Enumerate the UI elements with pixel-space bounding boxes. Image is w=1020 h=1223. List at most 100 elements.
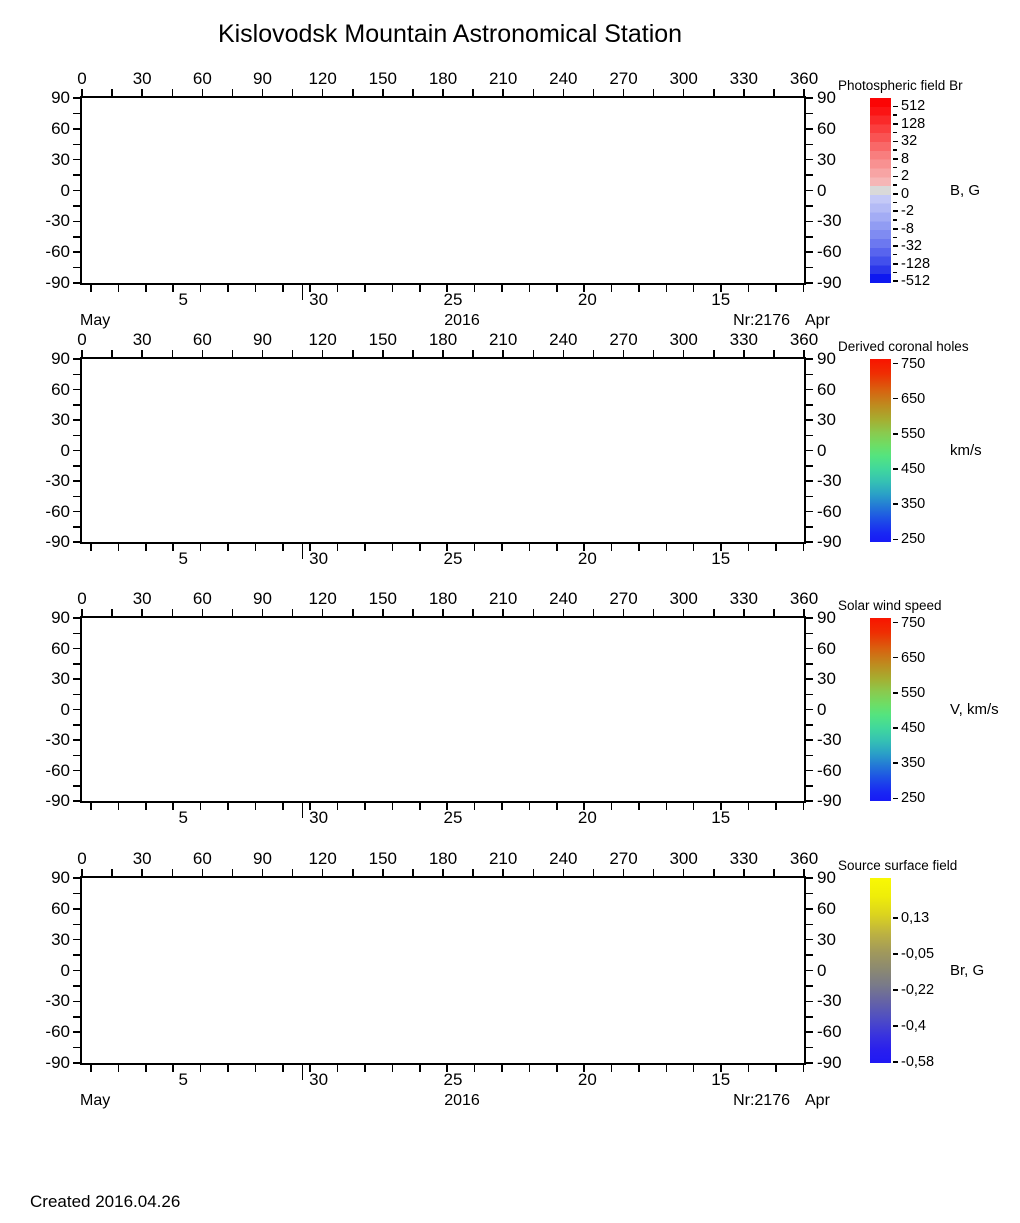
day-tick [638, 544, 640, 551]
lat-label-right: -60 [817, 242, 842, 262]
lon-tick [773, 869, 775, 876]
lon-tick-label: 300 [669, 69, 698, 88]
lon-tick [532, 869, 534, 876]
lon-tick [141, 89, 143, 96]
colorbar-tick [893, 503, 898, 505]
colorbar [870, 359, 891, 542]
lon-tick [261, 609, 264, 616]
colorbar-tick [893, 433, 898, 435]
colorbar-minor-tick [893, 184, 897, 186]
lon-tick-label: 180 [428, 589, 458, 608]
colorbar-tick [893, 280, 898, 282]
lon-tick-label: 0 [77, 69, 87, 88]
colorbar-tick-label: -128 [901, 255, 931, 272]
lon-tick [682, 869, 685, 876]
day-tick [336, 803, 339, 810]
day-tick [720, 544, 722, 551]
lon-tick [532, 89, 534, 96]
lat-tick-right [806, 97, 813, 99]
lat-tick-right [806, 678, 813, 680]
date-label: 15 [711, 808, 731, 827]
day-tick [556, 285, 558, 292]
lat-tick-right [806, 236, 813, 238]
lat-label-left: -30 [45, 211, 70, 231]
colorbar-tick [893, 692, 898, 694]
date-label: 30 [309, 290, 329, 309]
lat-tick-right [806, 800, 813, 802]
lat-label-right: -60 [817, 1022, 842, 1042]
lat-label-left: -60 [45, 501, 70, 521]
lat-label-right: 60 [817, 118, 836, 138]
lat-tick-right [806, 282, 813, 284]
date-label: 30 [309, 549, 329, 568]
day-tick [364, 285, 366, 292]
colorbar-tick-label: 650 [901, 390, 926, 407]
day-tick [501, 1065, 503, 1072]
lat-tick-left [73, 1031, 80, 1033]
lon-tick [81, 609, 83, 616]
colorbar-tick-label: 750 [901, 614, 926, 631]
day-tick [720, 285, 722, 292]
day-tick [254, 803, 257, 810]
colorbar-tick [893, 362, 898, 365]
lon-tick [562, 609, 565, 616]
day-tick [583, 1065, 585, 1072]
lat-tick-left [73, 480, 80, 482]
lat-tick-left [73, 419, 80, 421]
year-label: 2016 [444, 312, 480, 329]
day-tick [227, 1065, 229, 1072]
lon-tick [803, 89, 805, 96]
lat-label-left: 90 [51, 868, 70, 887]
colorbar-tick-label: 750 [901, 355, 926, 372]
lat-tick-left [73, 785, 80, 787]
map-frame [80, 96, 806, 285]
colorbar-tick [893, 797, 898, 799]
lat-tick-left [73, 251, 80, 253]
date-label: 25 [443, 549, 463, 568]
lon-tick-label: 30 [132, 69, 152, 88]
lon-tick [111, 89, 113, 96]
day-tick [473, 1065, 476, 1072]
lon-tick-label: 270 [609, 330, 638, 349]
day-tick [692, 544, 695, 551]
month-boundary-tick [301, 544, 304, 559]
colorbar-tick [893, 175, 898, 177]
date-label: 30 [309, 808, 329, 827]
day-tick [254, 1065, 257, 1072]
lon-tick-label: 60 [192, 849, 212, 868]
lon-tick [592, 869, 595, 876]
lon-tick [171, 869, 173, 876]
lat-tick-right [806, 923, 813, 925]
lat-tick-right [806, 663, 813, 665]
colorbar-tick [893, 762, 898, 764]
lat-tick-right [806, 908, 813, 910]
lat-tick-left [73, 266, 80, 269]
lon-tick-label: 180 [428, 849, 458, 868]
lon-tick-label: 150 [368, 849, 398, 868]
colorbar-tick [893, 193, 898, 195]
lon-tick-label: 90 [253, 330, 272, 349]
lon-tick [171, 609, 173, 616]
day-tick [90, 1065, 92, 1072]
lon-tick [321, 350, 324, 357]
lat-tick-left [73, 236, 80, 238]
lon-tick-label: 360 [789, 589, 819, 608]
lon-tick [291, 89, 294, 96]
day-tick [775, 544, 777, 551]
lon-tick [412, 609, 414, 616]
lat-label-right: -90 [817, 1053, 842, 1072]
lat-tick-left [73, 526, 80, 528]
lon-tick [111, 869, 113, 876]
lat-tick-right [806, 1016, 813, 1018]
day-tick [720, 1065, 722, 1072]
colorbar-tick-label: 0 [901, 185, 910, 202]
lon-tick [352, 869, 354, 876]
lat-tick-left [73, 800, 80, 802]
day-tick [665, 803, 668, 810]
day-tick [802, 803, 805, 810]
lon-tick [261, 869, 264, 876]
day-tick [172, 285, 174, 292]
lon-tick [382, 89, 384, 96]
lon-tick [502, 609, 504, 616]
month-boundary-tick [301, 803, 304, 818]
